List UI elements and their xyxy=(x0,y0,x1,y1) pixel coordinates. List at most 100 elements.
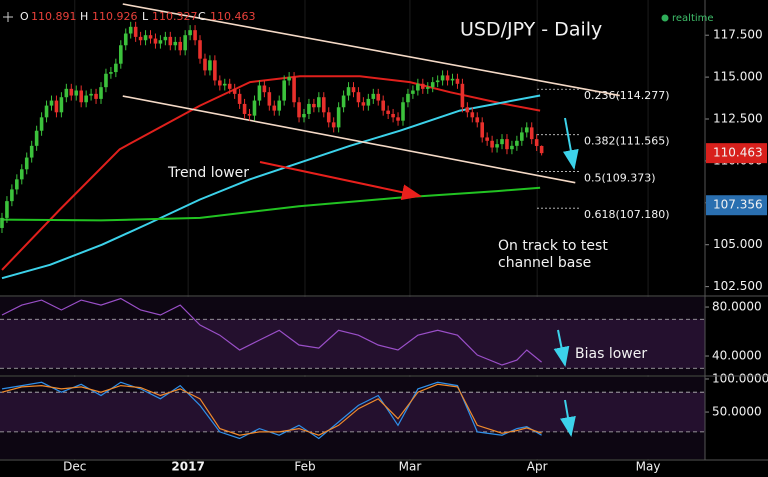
arrow xyxy=(562,117,579,170)
candle-body xyxy=(336,107,341,128)
candle-body xyxy=(406,93,410,103)
arrow xyxy=(553,329,570,367)
trendline xyxy=(122,3,620,97)
candle-body xyxy=(307,103,311,114)
candle-body xyxy=(515,140,519,146)
candle-body xyxy=(5,201,9,218)
candle-body xyxy=(386,110,390,114)
candle-body xyxy=(490,140,494,148)
candle-body xyxy=(168,36,173,46)
candle-body xyxy=(64,88,69,98)
candle-body xyxy=(411,90,415,94)
candle-body xyxy=(119,45,123,64)
indicator-line xyxy=(1,297,542,366)
price-tag-label: 107.356 xyxy=(713,198,763,212)
candle-body xyxy=(24,157,29,170)
x-tick-label: Dec xyxy=(63,460,86,474)
candle-body xyxy=(218,80,222,86)
candle-body xyxy=(158,40,163,44)
y-tick-label: 115.000 xyxy=(713,70,763,84)
candle-body xyxy=(425,87,430,89)
y-tick-label: 50.0000 xyxy=(712,405,762,419)
candle-body xyxy=(416,83,420,91)
candle-body xyxy=(247,113,252,116)
candle-body xyxy=(54,100,59,113)
candle-body xyxy=(148,35,153,39)
fib-label: 0.5(109.373) xyxy=(584,171,656,184)
candle-body xyxy=(346,87,351,96)
candle-body xyxy=(401,102,405,121)
candle-body xyxy=(213,60,217,81)
panel-band xyxy=(0,319,705,369)
candle-body xyxy=(302,113,306,118)
candle-body xyxy=(99,87,103,99)
x-tick-label: Apr xyxy=(527,460,548,474)
panel-band xyxy=(0,392,705,432)
candle-body xyxy=(222,83,227,86)
y-tick-label: 112.500 xyxy=(713,112,763,126)
moving-average xyxy=(1,94,541,280)
candle-body xyxy=(133,26,138,37)
candle-body xyxy=(421,83,425,89)
header-value: 110.926 xyxy=(92,10,138,23)
candle-body xyxy=(277,100,282,111)
candle-body xyxy=(29,145,34,158)
candle-body xyxy=(287,77,291,81)
status-dot xyxy=(661,14,669,22)
candle-body xyxy=(326,112,331,123)
y-tick-label: 80.0000 xyxy=(712,300,762,314)
candle-body xyxy=(69,88,74,96)
status: realtime xyxy=(672,13,714,24)
candle-body xyxy=(366,98,371,106)
indicator-line xyxy=(1,381,542,440)
candle-body xyxy=(123,33,128,46)
header-value: 110.891 xyxy=(31,10,77,23)
trendline xyxy=(122,95,576,184)
candle-body xyxy=(376,93,381,101)
candle-body xyxy=(104,73,108,88)
candle-body xyxy=(49,100,54,106)
candle-body xyxy=(331,122,336,128)
candle-body xyxy=(188,30,192,36)
candle-body xyxy=(356,92,361,103)
candle-body xyxy=(445,75,450,81)
candle-body xyxy=(391,113,395,118)
candle-body xyxy=(450,78,455,81)
candle-body xyxy=(396,117,400,121)
candle-body xyxy=(435,80,440,83)
candle-body xyxy=(193,30,197,41)
candle-body xyxy=(381,100,385,111)
header-label: L xyxy=(142,10,149,23)
candle-body xyxy=(520,132,524,141)
candle-body xyxy=(341,95,346,108)
candle-body xyxy=(163,36,168,41)
candle-body xyxy=(183,35,187,51)
y-tick-label: 117.500 xyxy=(713,28,763,42)
price-tag xyxy=(706,143,767,164)
candle-body xyxy=(178,41,183,51)
candle-body xyxy=(34,130,39,146)
candle-body xyxy=(203,58,207,71)
candle-body xyxy=(524,127,529,133)
candle-body xyxy=(470,112,475,118)
annotation: On track to test xyxy=(498,238,608,254)
candle-body xyxy=(534,139,539,146)
candle-body xyxy=(321,97,326,113)
candle-body xyxy=(312,103,316,108)
candle-body xyxy=(475,117,480,123)
candle-body xyxy=(74,90,79,96)
candle-body xyxy=(252,100,257,116)
candle-body xyxy=(480,122,485,138)
candle-body xyxy=(15,179,19,190)
candle-body xyxy=(232,88,237,94)
crosshair-icon xyxy=(3,12,13,22)
arrow xyxy=(560,399,576,437)
chart-title: USD/JPY - Daily xyxy=(460,19,602,41)
candle-body xyxy=(272,105,277,111)
candle-body xyxy=(297,102,301,118)
indicator-line xyxy=(1,383,542,436)
candle-body xyxy=(292,77,296,103)
candle-body xyxy=(262,85,267,93)
moving-average xyxy=(1,186,541,222)
candle-body xyxy=(84,95,88,103)
